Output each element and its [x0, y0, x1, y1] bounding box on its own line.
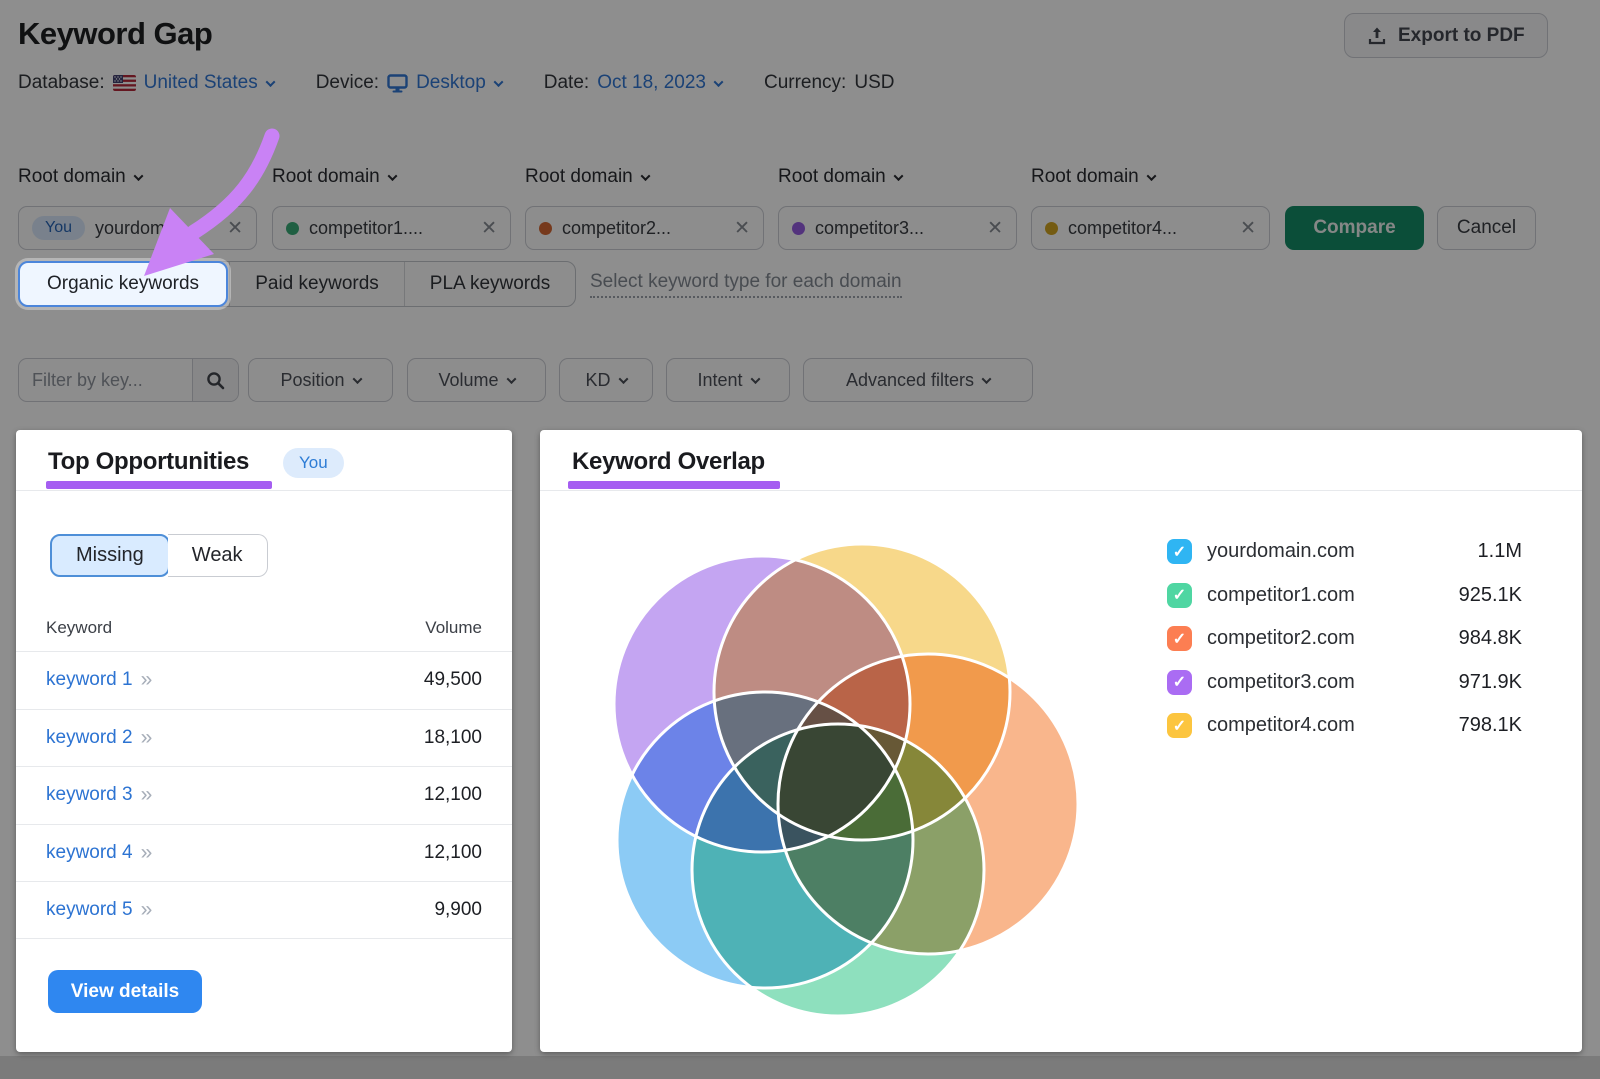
table-row: keyword 2» 18,100	[16, 709, 512, 767]
keyword-link[interactable]: keyword 4»	[46, 841, 149, 865]
keyword-link[interactable]: keyword 5»	[46, 898, 149, 922]
card-title: Top Opportunities	[48, 448, 249, 476]
volume-value: 12,100	[424, 842, 482, 864]
checkbox-competitor4[interactable]: ✓	[1167, 713, 1192, 738]
volume-value: 18,100	[424, 727, 482, 749]
open-keyword-icon: »	[141, 668, 150, 692]
column-keyword: Keyword	[46, 618, 112, 638]
volume-value: 12,100	[424, 784, 482, 806]
card-title: Keyword Overlap	[572, 448, 765, 476]
legend-row-competitor3: ✓ competitor3.com 971.9K	[1167, 661, 1522, 705]
open-keyword-icon: »	[141, 726, 150, 750]
legend-row-competitor1: ✓ competitor1.com 925.1K	[1167, 574, 1522, 618]
checkbox-competitor3[interactable]: ✓	[1167, 670, 1192, 695]
table-row: keyword 3» 12,100	[16, 766, 512, 824]
keyword-overlap-venn	[570, 488, 1090, 1044]
table-header: Keyword Volume	[16, 618, 512, 638]
toggle-missing[interactable]: Missing	[50, 534, 170, 577]
checkbox-competitor2[interactable]: ✓	[1167, 626, 1192, 651]
checkbox-yourdomain[interactable]: ✓	[1167, 539, 1192, 564]
keyword-link[interactable]: keyword 1»	[46, 668, 149, 692]
toggle-weak[interactable]: Weak	[168, 534, 268, 577]
legend-row-competitor2: ✓ competitor2.com 984.8K	[1167, 617, 1522, 661]
open-keyword-icon: »	[141, 783, 150, 807]
keyword-overlap-card: Keyword Overlap	[540, 430, 1582, 1052]
open-keyword-icon: »	[141, 898, 150, 922]
you-badge: You	[283, 448, 344, 478]
keyword-link[interactable]: keyword 3»	[46, 783, 149, 807]
table-row: keyword 5» 9,900	[16, 881, 512, 939]
opportunities-table: keyword 1» 49,500 keyword 2» 18,100 keyw…	[16, 651, 512, 939]
missing-weak-toggle: Missing Weak	[50, 534, 268, 577]
overlap-legend: ✓ yourdomain.com 1.1M ✓ competitor1.com …	[1167, 530, 1522, 748]
legend-row-competitor4: ✓ competitor4.com 798.1K	[1167, 704, 1522, 748]
checkbox-competitor1[interactable]: ✓	[1167, 583, 1192, 608]
volume-value: 49,500	[424, 669, 482, 691]
keyword-link[interactable]: keyword 2»	[46, 726, 149, 750]
tab-organic-keywords[interactable]: Organic keywords	[18, 261, 228, 307]
title-underline-annotation	[46, 481, 272, 489]
column-volume: Volume	[425, 618, 482, 638]
table-row: keyword 4» 12,100	[16, 824, 512, 882]
divider	[16, 490, 512, 491]
legend-row-yourdomain: ✓ yourdomain.com 1.1M	[1167, 530, 1522, 574]
open-keyword-icon: »	[141, 841, 150, 865]
volume-value: 9,900	[434, 899, 482, 921]
top-opportunities-card: Top Opportunities You Missing Weak Keywo…	[16, 430, 512, 1052]
view-details-button[interactable]: View details	[48, 970, 202, 1013]
table-row: keyword 1» 49,500	[16, 651, 512, 709]
